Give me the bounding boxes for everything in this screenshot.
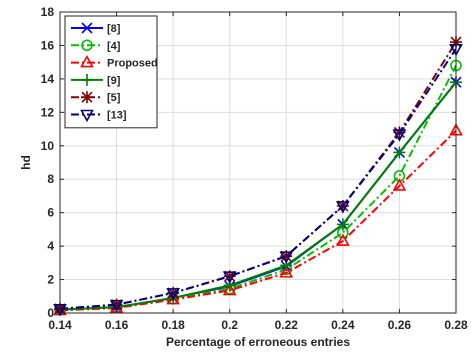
y-tick-label: 16 — [41, 38, 55, 52]
data-point-marker — [166, 288, 180, 301]
x-tick-label: 0.28 — [444, 318, 468, 332]
legend-label: [13] — [107, 110, 127, 122]
axis-ticks: 0.14 0.16 0.18 0.2 0.22 0.24 0.26 0.28 0 2 4 6 8 10 12… — [41, 5, 468, 332]
x-tick-label: 0.24 — [331, 318, 355, 332]
legend-marker — [81, 39, 93, 52]
data-point-marker — [222, 271, 237, 284]
data-point-marker — [336, 201, 350, 214]
legend-label: Proposed — [107, 58, 158, 70]
x-tick-label: 0.22 — [275, 318, 299, 332]
legend-label: [4] — [107, 40, 121, 52]
data-point-marker — [223, 270, 236, 283]
x-tick-label: 0.14 — [48, 318, 72, 332]
legend-marker — [80, 54, 94, 68]
legend-item: [5] — [71, 91, 121, 104]
data-point-marker — [280, 250, 293, 263]
legend-item: [13] — [71, 109, 127, 123]
data-point-marker — [392, 178, 407, 191]
legend-item: Proposed — [71, 54, 158, 70]
y-tick-label: 14 — [41, 72, 55, 86]
series-line — [59, 48, 457, 310]
data-point-marker — [336, 233, 350, 246]
y-tick-label: 2 — [47, 273, 54, 287]
y-tick-label: 4 — [47, 239, 54, 253]
legend-box — [64, 15, 158, 129]
legend-marker — [81, 73, 93, 86]
data-point-marker — [392, 129, 407, 142]
y-tick-label: 10 — [41, 139, 55, 153]
legend-marker — [80, 109, 94, 123]
x-tick-label: 0.18 — [161, 318, 185, 332]
data-point-marker — [279, 251, 294, 264]
x-tick-label: 0.16 — [105, 318, 129, 332]
data-point-marker — [222, 282, 237, 296]
data-point-marker — [336, 218, 349, 231]
data-point-marker — [110, 298, 123, 311]
series-line — [59, 130, 457, 312]
legend-label: [9] — [107, 75, 121, 87]
x-axis-label: Percentage of erroneous entries — [166, 335, 350, 349]
legend-marker — [81, 91, 93, 104]
legend-label: [8] — [107, 23, 121, 35]
legend-marker — [81, 22, 93, 34]
data-point-marker — [393, 146, 406, 159]
plot-series — [53, 36, 463, 317]
data-point-marker — [279, 265, 294, 278]
plot-frame — [59, 11, 457, 314]
legend: [8] [4] Proposed [9] [5] [13] — [64, 15, 158, 129]
legend-label: [5] — [107, 92, 121, 104]
y-tick-label: 12 — [41, 105, 55, 119]
y-tick-label: 8 — [47, 172, 54, 186]
y-tick-label: 6 — [47, 206, 54, 220]
data-point-marker — [109, 299, 124, 313]
legend-item: [9] — [71, 73, 121, 87]
y-tick-label: 18 — [41, 5, 55, 19]
legend-item: [8] — [71, 22, 121, 35]
x-tick-label: 0.2 — [221, 318, 238, 332]
series-5 — [53, 43, 463, 317]
x-tick-label: 0.26 — [388, 318, 412, 332]
legend-item: [4] — [71, 39, 121, 52]
y-tick-label: 0 — [47, 306, 54, 320]
y-axis-label: hd — [19, 155, 33, 170]
series-line — [59, 81, 457, 311]
